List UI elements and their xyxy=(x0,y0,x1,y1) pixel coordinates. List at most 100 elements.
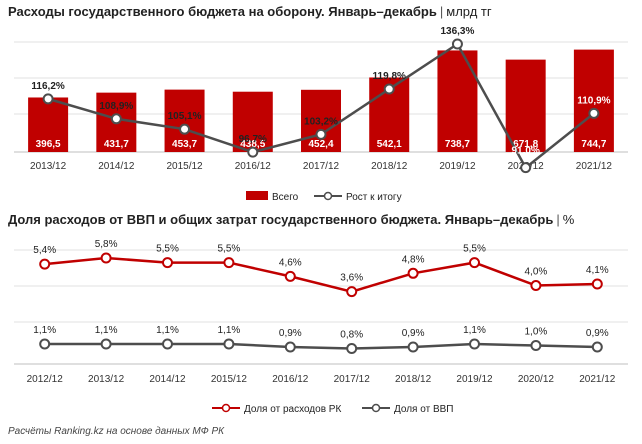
chart1-bar xyxy=(164,89,205,152)
chart2-red-point xyxy=(100,252,112,264)
chart1-line-label: 119,8% xyxy=(373,71,406,82)
chart2-gray-data-label: 1,1% xyxy=(156,325,179,336)
chart2-x-tick-label: 2021/12 xyxy=(579,374,616,385)
chart2-legend-red-label: Доля от расходов РК xyxy=(244,404,341,415)
chart1-line-label: 110,9% xyxy=(577,95,610,106)
chart2-legend-red-marker xyxy=(221,403,231,413)
chart1-bar xyxy=(573,49,614,152)
chart1-x-tick-label: 2016/12 xyxy=(235,161,272,172)
chart2-red-data-label: 5,4% xyxy=(33,245,56,256)
chart2-gray-data-label: 0,9% xyxy=(402,328,425,339)
chart2-red-point xyxy=(469,257,480,269)
chart1-bar-label: 542,1 xyxy=(377,139,402,150)
chart1-bar-label: 744,7 xyxy=(581,139,606,150)
chart1-line-point xyxy=(42,93,54,105)
chart2-gray-point xyxy=(162,338,173,350)
chart2-gray-data-label: 0,9% xyxy=(279,328,302,339)
chart2-gray-data-label: 1,1% xyxy=(95,325,118,336)
chart2-red-point xyxy=(346,286,358,298)
chart2-legend-gray-label: Доля от ВВП xyxy=(394,404,453,415)
chart1-line-label: 96,7% xyxy=(239,134,267,145)
chart2-x-tick-label: 2012/12 xyxy=(27,374,64,385)
chart2-red-data-label: 5,5% xyxy=(156,244,179,255)
chart2-gray-point xyxy=(346,343,358,354)
chart2-gray-point xyxy=(530,340,542,351)
chart2-red-data-label: 5,5% xyxy=(218,244,241,255)
chart2-gray-point xyxy=(407,341,419,353)
chart2-title: Доля расходов от ВВП и общих затрат госу… xyxy=(8,212,574,227)
chart1-bar-label: 452,4 xyxy=(308,139,333,150)
chart1-bar-label: 453,7 xyxy=(172,139,197,150)
chart2-x-tick-label: 2013/12 xyxy=(88,374,125,385)
chart1-x-tick-label: 2021/12 xyxy=(576,161,613,172)
chart2-gray-point xyxy=(39,338,51,350)
chart2-red-point xyxy=(223,257,235,269)
chart2-red-data-label: 5,5% xyxy=(463,244,486,255)
source-note: Расчёты Ranking.kz на основе данных МФ Р… xyxy=(8,426,225,437)
chart2-red-data-label: 5,8% xyxy=(95,239,118,250)
chart2-svg: 5,4% 5,8% 5,5% 5,5% 4,6% 3,6% 4,8% 5,5% 4,0% 4,1%… xyxy=(14,239,628,415)
chart2-gray-data-label: 0,8% xyxy=(340,330,363,341)
chart1-title: Расходы государственного бюджета на обор… xyxy=(8,4,492,19)
chart1-line-point xyxy=(520,162,532,174)
chart1-line-point xyxy=(451,38,463,50)
chart2-red-line-series xyxy=(44,256,598,293)
chart2-title-separator: | xyxy=(556,212,560,227)
chart1-bar-label: 738,7 xyxy=(445,139,470,150)
chart1-title-text: Расходы государственного бюджета на обор… xyxy=(8,4,437,19)
chart2-red-data-label: 4,0% xyxy=(525,267,548,278)
chart2-red-point xyxy=(39,258,51,270)
chart2-gray-point xyxy=(284,341,296,353)
chart1-x-tick-label: 2019/12 xyxy=(439,161,476,172)
chart1-line-point xyxy=(383,83,395,95)
chart2-unit: % xyxy=(562,212,575,227)
chart2-gray-point xyxy=(469,338,480,350)
chart1-line-label: 136,3% xyxy=(440,26,474,37)
chart2-x-tick-label: 2017/12 xyxy=(334,374,371,385)
chart1-x-tick-label: 2018/12 xyxy=(371,161,408,172)
chart2-gray-data-label: 1,0% xyxy=(525,327,548,338)
chart1-bar xyxy=(505,59,546,152)
chart1-line-label: 105,1% xyxy=(168,111,202,122)
chart1-legend-line-marker xyxy=(323,191,333,201)
chart1-x-tick-label: 2013/12 xyxy=(30,161,67,172)
chart1-line-point xyxy=(110,113,122,125)
chart2-red-data-label: 3,6% xyxy=(340,273,363,284)
chart1-title-separator: | xyxy=(439,4,444,19)
chart2-gray-data-label: 1,1% xyxy=(218,325,241,336)
chart1-x-tick-label: 2014/12 xyxy=(98,161,135,172)
chart1-bar xyxy=(437,50,478,152)
chart2-gray-point xyxy=(223,338,235,350)
chart2-x-tick-label: 2015/12 xyxy=(211,374,248,385)
chart1-bar-label: 396,5 xyxy=(36,139,61,150)
chart1-line-point xyxy=(179,123,191,135)
chart2-red-data-label: 4,6% xyxy=(279,257,302,268)
chart2-gray-point xyxy=(100,338,112,350)
chart2-gray-line-series xyxy=(44,342,598,350)
chart1-bar-label: 671,8 xyxy=(513,139,538,150)
chart2-red-point xyxy=(591,278,603,290)
chart1-svg: 396,5 2013/12 431,7 2014/12 453,7 2015/12 438,… xyxy=(14,26,628,203)
chart1-line-point xyxy=(588,107,600,119)
chart2-red-point xyxy=(407,267,419,279)
chart1-x-tick-label: 2017/12 xyxy=(303,161,340,172)
chart1-bar-label: 438,5 xyxy=(240,139,265,150)
chart1-legend-line-label: Рост к итогу xyxy=(346,192,402,203)
chart2-legend-gray-marker xyxy=(371,403,381,413)
chart2-gray-point xyxy=(591,341,603,353)
chart1-bar-label: 431,7 xyxy=(104,139,129,150)
chart1-line-label: 103,2% xyxy=(304,116,338,127)
chart1-line-label: 108,9% xyxy=(99,101,133,112)
chart2-x-tick-label: 2014/12 xyxy=(149,374,186,385)
chart2-red-data-label: 4,8% xyxy=(402,254,425,265)
chart1-unit: млрд тг xyxy=(446,4,492,19)
chart1-bar xyxy=(28,97,69,152)
chart2-gray-data-label: 1,1% xyxy=(33,325,56,336)
chart2-red-data-label: 4,1% xyxy=(586,265,609,276)
chart2-red-point xyxy=(162,257,173,269)
chart1-line-label: 116,2% xyxy=(31,81,64,92)
chart2-x-tick-label: 2018/12 xyxy=(395,374,432,385)
chart1-x-tick-label: 2015/12 xyxy=(166,161,203,172)
chart1-bar xyxy=(301,89,341,152)
chart1-bar xyxy=(232,91,273,152)
